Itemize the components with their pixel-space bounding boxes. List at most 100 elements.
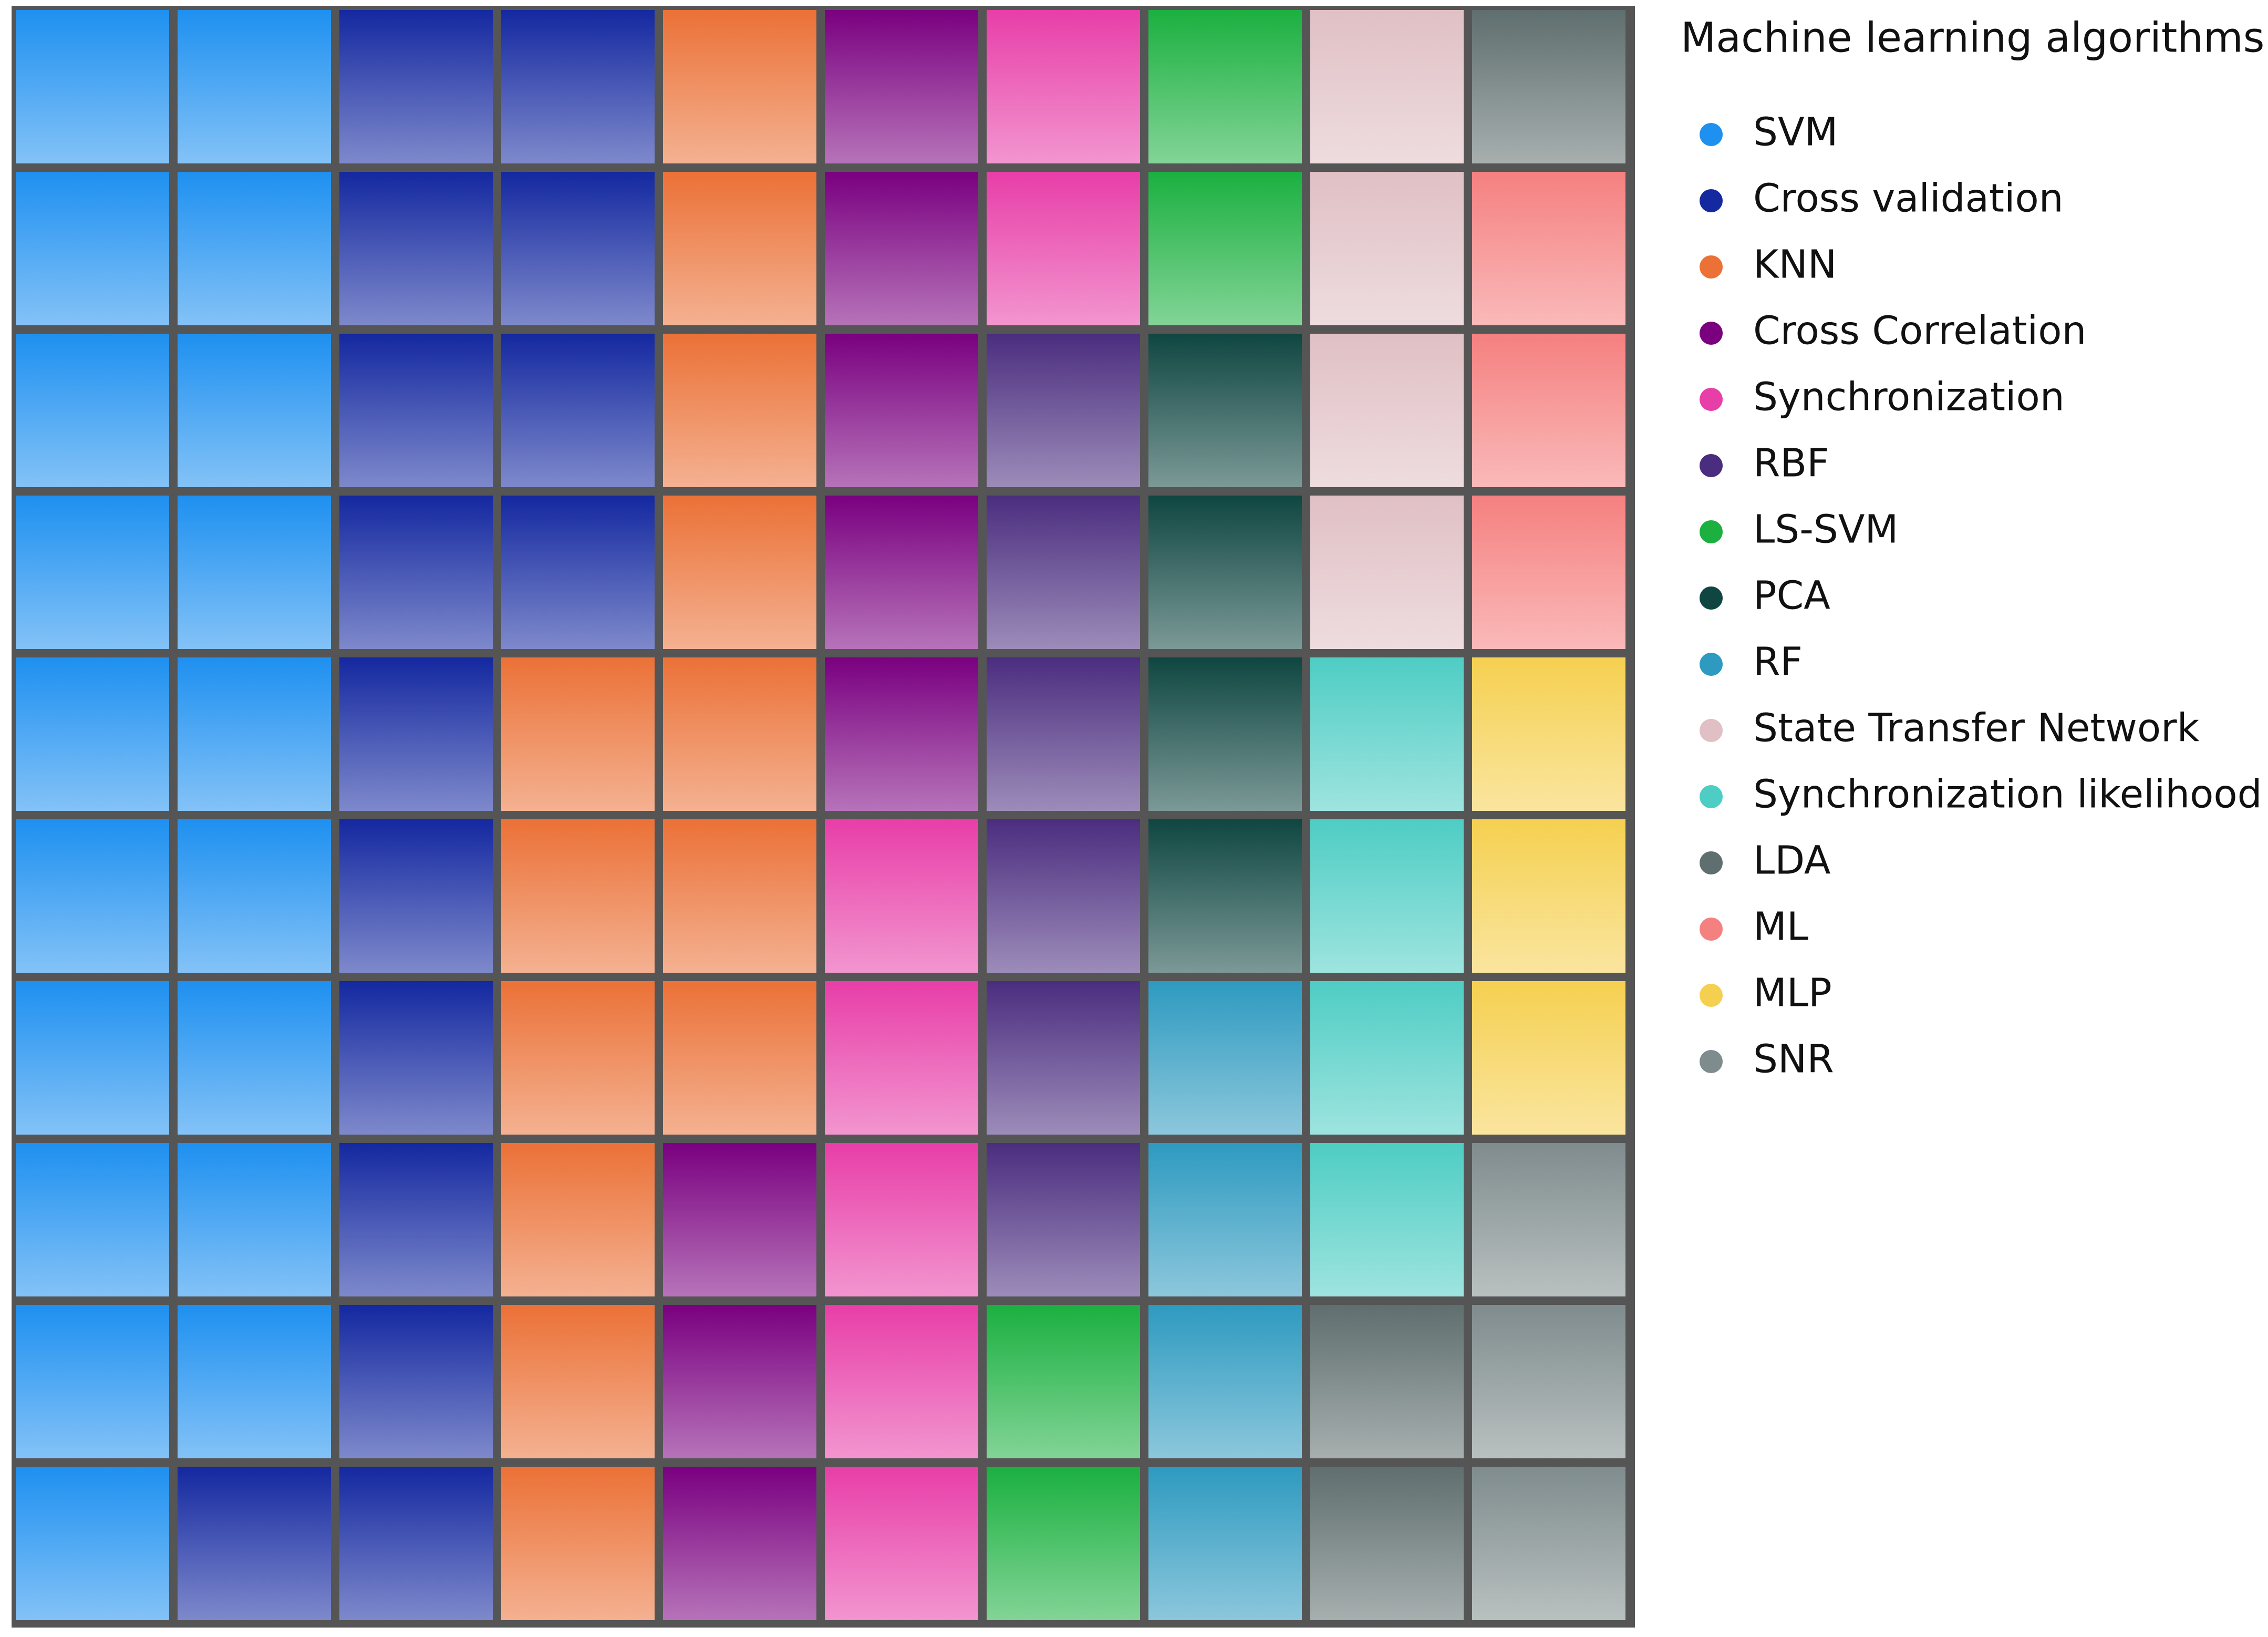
cell	[339, 1305, 493, 1458]
series-cells	[1148, 981, 1302, 1620]
cell	[16, 334, 169, 487]
cell	[825, 981, 978, 1135]
cell	[663, 981, 816, 1135]
cell	[663, 1305, 816, 1458]
cell	[339, 172, 493, 325]
cell	[1310, 172, 1464, 325]
cell	[178, 1143, 331, 1296]
legend-marker	[1700, 454, 1723, 477]
legend-label: Synchronization	[1753, 375, 2065, 420]
cell	[1148, 657, 1302, 811]
cell	[1148, 1305, 1302, 1458]
series-cells	[501, 10, 816, 1620]
cell	[16, 819, 169, 973]
legend-marker	[1700, 984, 1723, 1007]
series-cells	[178, 10, 655, 1620]
legend-marker	[1700, 322, 1723, 345]
cell	[501, 819, 655, 973]
cell	[501, 172, 655, 325]
cell	[1472, 657, 1625, 811]
cell	[1148, 819, 1302, 973]
legend-label: ML	[1753, 904, 1808, 950]
cell	[501, 334, 655, 487]
cell	[501, 1305, 655, 1458]
cell	[1472, 1305, 1625, 1458]
cell	[339, 1467, 493, 1620]
cell	[987, 10, 1140, 163]
cell	[825, 10, 978, 163]
cell	[1310, 981, 1464, 1135]
cell	[178, 657, 331, 811]
cell	[663, 10, 816, 163]
cell	[178, 172, 331, 325]
cell	[987, 1143, 1140, 1296]
cell	[987, 334, 1140, 487]
legend-label: KNN	[1753, 242, 1837, 287]
legend-label: LDA	[1753, 838, 1831, 883]
series-cells	[987, 10, 1302, 1620]
legend-marker	[1700, 653, 1723, 676]
series-cells	[1310, 10, 1464, 649]
cell	[178, 1305, 331, 1458]
legend-marker	[1700, 785, 1723, 808]
cell	[339, 496, 493, 649]
cell	[1472, 981, 1625, 1135]
cell	[987, 819, 1140, 973]
cell	[1310, 334, 1464, 487]
cell	[1148, 1143, 1302, 1296]
cell	[501, 496, 655, 649]
series-cells	[1148, 334, 1302, 973]
cell	[663, 334, 816, 487]
cell	[1310, 819, 1464, 973]
cell	[339, 10, 493, 163]
legend-label: SVM	[1753, 110, 1838, 155]
legend-title: Machine learning algorithms	[1681, 14, 2264, 61]
cell	[987, 1467, 1140, 1620]
legend-marker	[1700, 719, 1723, 742]
series-cells	[16, 10, 331, 1620]
cell	[501, 981, 655, 1135]
legend-marker	[1700, 851, 1723, 874]
cell	[178, 334, 331, 487]
cell	[825, 334, 978, 487]
series-cells	[1310, 657, 1464, 1296]
cell	[1148, 334, 1302, 487]
cell	[339, 334, 493, 487]
cell	[825, 1143, 978, 1296]
cell	[1310, 10, 1464, 163]
cell	[178, 819, 331, 973]
cell	[1472, 1143, 1625, 1296]
series-cells	[987, 334, 1140, 1296]
legend-label: SNR	[1753, 1037, 1834, 1082]
cell	[1472, 334, 1625, 487]
cell	[825, 496, 978, 649]
cell	[339, 981, 493, 1135]
cell	[987, 1305, 1140, 1458]
cell	[1148, 10, 1302, 163]
cell	[339, 657, 493, 811]
cell	[339, 819, 493, 973]
cell	[1472, 10, 1625, 163]
cell	[1472, 1467, 1625, 1620]
legend-label: LS-SVM	[1753, 507, 1898, 552]
cell	[663, 657, 816, 811]
series-cells	[1472, 172, 1625, 649]
series-cells	[825, 10, 1140, 1620]
cell	[178, 10, 331, 163]
cell	[1472, 496, 1625, 649]
cell	[825, 819, 978, 973]
cell	[987, 496, 1140, 649]
legend-label: Cross Correlation	[1753, 308, 2086, 354]
cell	[501, 1143, 655, 1296]
legend-marker	[1700, 388, 1723, 411]
legend-marker	[1700, 123, 1723, 146]
cell	[663, 172, 816, 325]
cell	[1148, 981, 1302, 1135]
cell	[987, 981, 1140, 1135]
cell	[987, 657, 1140, 811]
cell	[663, 1467, 816, 1620]
cell	[16, 496, 169, 649]
legend-label: PCA	[1753, 573, 1830, 619]
legend-marker	[1700, 1050, 1723, 1073]
